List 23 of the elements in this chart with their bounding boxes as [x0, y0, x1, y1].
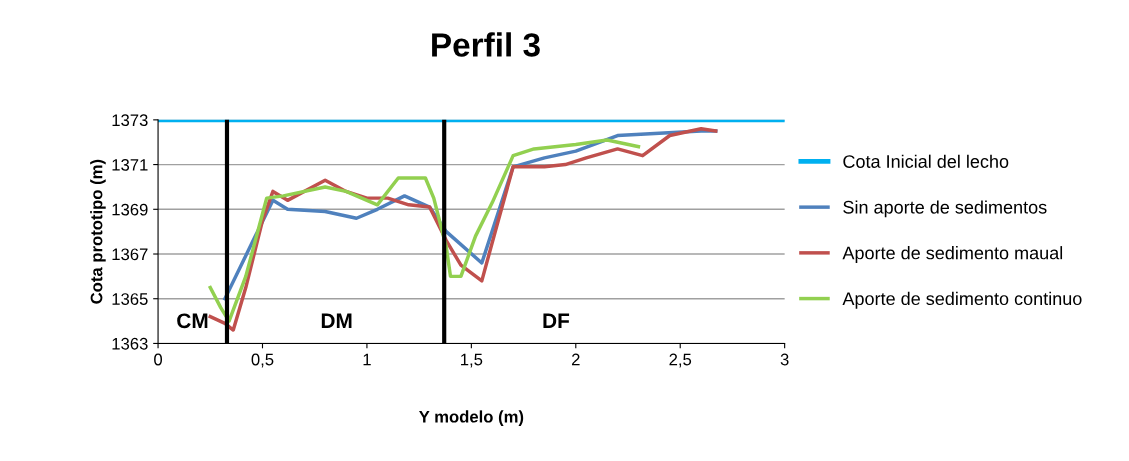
y-tick-label: 1365 [112, 293, 148, 305]
y-tick-label: 1367 [112, 248, 148, 261]
x-tick-label: 3 [780, 353, 789, 366]
x-axis-title: Y modelo (m) [419, 410, 524, 426]
legend-label: Aporte de sedimento continuo [842, 291, 1082, 309]
legend-label: Sin aporte de sedimentos [843, 200, 1047, 218]
y-tick-label: 1373 [112, 114, 148, 127]
x-tick-label: 2,5 [669, 353, 692, 368]
chart-title: Perfil 3 [432, 32, 540, 57]
x-tick-label: 0 [154, 353, 163, 366]
x-tick-label: 0,5 [251, 353, 274, 368]
x-tick-label: 2 [571, 353, 580, 366]
y-axis-title: Cota prototipo (m) [90, 159, 106, 304]
annotation: DM [321, 313, 352, 328]
y-tick-label: 1363 [112, 337, 148, 350]
x-tick-label: 1,5 [461, 353, 483, 368]
annotation: CM [177, 313, 208, 329]
y-tick-label: 1371 [112, 158, 148, 171]
legend-label: Cota Inicial del lecho [843, 154, 1009, 168]
legend-label: Aporte de sedimento maual [842, 246, 1063, 263]
x-tick-label: 1 [363, 353, 371, 366]
annotation: DF [543, 313, 570, 328]
y-tick-label: 1369 [112, 203, 148, 216]
